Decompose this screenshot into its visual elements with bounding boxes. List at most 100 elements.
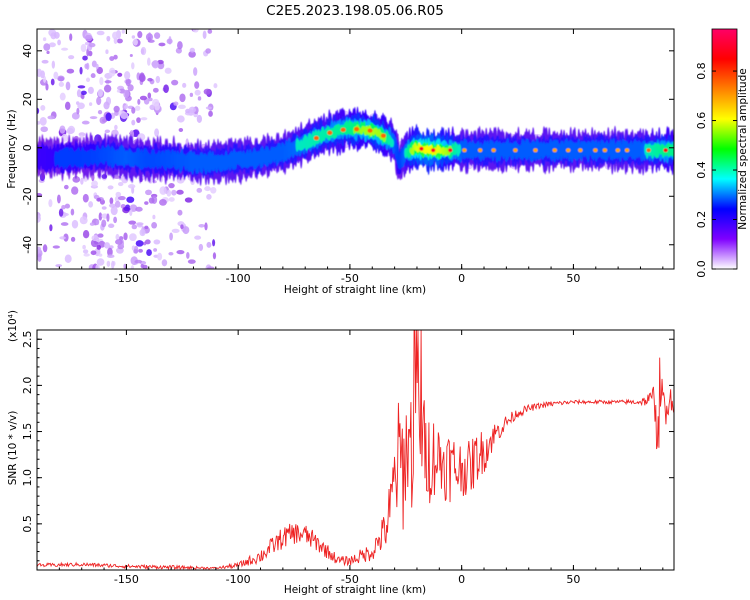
noise-blob [113,216,118,224]
noise-blob [68,55,75,60]
snr-series-line [37,330,674,570]
colorbar-tick-label: 0.6 [695,112,708,129]
noise-blob [41,59,49,64]
noise-blob [60,222,69,226]
hot-spot [327,130,333,135]
noise-blob [58,208,64,217]
noise-blob [57,76,65,82]
noise-blob [131,107,136,114]
noise-blob [71,219,79,229]
noise-blob [116,89,121,93]
noise-blob [198,223,205,228]
noise-blob [82,230,90,239]
snr-panel: -150 -100 -50 0 50 0.5 1.0 1.5 2.0 2.5 Height of … [7,310,675,596]
noise-blob [97,109,103,115]
noise-blob [129,233,137,241]
noise-blob [168,251,174,256]
noise-blob [57,39,61,46]
noise-blob [89,116,98,120]
figure-title: C2E5.2023.198.05.06.R05 [266,3,444,19]
noise-blob [147,57,151,66]
noise-blob [151,60,158,68]
noise-blob [79,66,83,75]
noise-blob [137,31,143,39]
noise-blob [81,120,90,125]
noise-blob [88,201,94,208]
noise-blob [109,56,115,61]
noise-blob [106,260,111,267]
noise-blob [197,96,202,101]
noise-blob [204,222,208,231]
noise-blob [97,88,104,97]
noise-blob [204,186,211,192]
noise-blob [138,248,143,253]
noise-blob [188,50,196,58]
noise-blob [129,54,133,58]
hot-spot [354,126,360,132]
noise-blob [131,119,136,126]
y-tick-label: 2.5 [21,330,34,348]
y-tick-label: 40 [21,44,34,58]
noise-blob [171,189,177,196]
spectrogram-panel: -150 -100 -50 0 50 -40 -20 0 20 40 Height of stra… [6,28,675,296]
snr-frame [36,329,675,571]
hot-spot [624,148,630,153]
noise-blob [164,67,172,74]
noise-blob [108,203,116,208]
noise-blob [101,174,108,179]
noise-blob [63,233,69,242]
noise-blob [155,75,161,84]
noise-blob [205,48,211,54]
noise-blob [43,43,51,51]
noise-blob [189,47,195,53]
noise-blob [194,81,200,89]
noise-blob [99,76,104,86]
noise-blob [107,223,115,229]
noise-blob [108,67,116,77]
hot-spot [602,148,608,153]
noise-blob [177,209,183,216]
snr-xlabel: Height of straight line (km) [284,584,426,596]
noise-blob [37,68,43,78]
noise-blob [37,214,41,223]
noise-blob [61,47,69,51]
noise-blob [109,197,114,205]
noise-blob [168,182,175,189]
noise-blob [144,225,149,230]
hot-spot [448,148,453,153]
noise-blob [61,204,66,210]
noise-blob [104,80,112,84]
noise-blob [176,115,185,123]
noise-blob [151,221,158,229]
y-tick-label: 1.0 [21,469,34,487]
noise-blob [196,187,203,193]
noise-blob [124,71,131,80]
noise-blob [153,239,161,245]
noise-blob [152,214,156,220]
spectral-ridge [37,106,674,187]
noise-blob [71,186,79,195]
noise-blob [152,87,159,93]
noise-blob [133,249,139,254]
noise-blob [111,260,115,269]
noise-blob [140,264,144,269]
x-tick-label: -150 [114,272,139,285]
noise-blob [82,244,86,250]
noise-blob [46,50,50,55]
y-tick-label: -40 [21,236,34,254]
noise-blob [147,77,153,82]
hot-spot [367,128,373,133]
x-tick-label: -100 [226,573,251,586]
noise-blob [107,247,113,257]
noise-blob [51,60,56,69]
hot-spot [646,148,651,153]
snr-ticks: -150 -100 -50 0 50 0.5 1.0 1.5 2.0 2.5 [21,330,674,586]
noise-blob [154,32,161,40]
x-tick-label: -100 [226,272,251,285]
noise-blob [89,222,95,226]
hot-spot [552,148,557,153]
noise-blob [49,224,53,232]
noise-blob [173,101,179,106]
noise-blob [64,254,72,263]
